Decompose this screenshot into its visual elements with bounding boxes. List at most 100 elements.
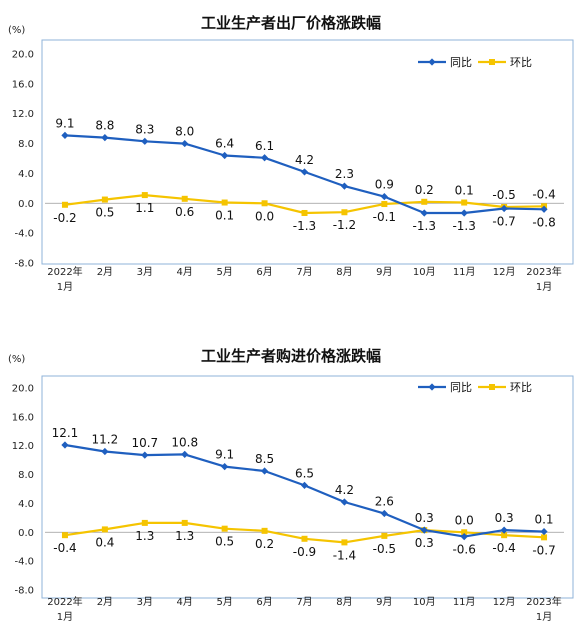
data-label-mom: 0.1 bbox=[455, 184, 474, 198]
data-label-yoy: 2.6 bbox=[375, 495, 394, 509]
data-point-mom bbox=[141, 519, 148, 526]
data-point-mom bbox=[301, 535, 308, 542]
data-label-yoy: 0.1 bbox=[534, 513, 553, 527]
x-tick-label: 2023年 bbox=[526, 265, 561, 278]
y-tick-label: 0.0 bbox=[18, 199, 34, 210]
data-label-mom: -1.3 bbox=[293, 219, 316, 233]
chart-title: 工业生产者购进价格涨跌幅 bbox=[201, 347, 381, 365]
data-point-yoy bbox=[540, 205, 548, 213]
data-label-mom: 1.1 bbox=[135, 201, 154, 215]
data-point-mom bbox=[61, 201, 68, 208]
data-label-mom: -1.2 bbox=[333, 218, 356, 232]
data-label-mom: -0.5 bbox=[373, 542, 396, 556]
y-tick-label: 20.0 bbox=[12, 50, 34, 61]
x-tick-label: 7月 bbox=[296, 596, 312, 608]
data-label-yoy: 2.3 bbox=[335, 167, 354, 181]
data-point-yoy bbox=[260, 467, 269, 475]
y-unit-label: (%) bbox=[8, 25, 25, 36]
data-point-yoy bbox=[141, 451, 149, 459]
data-label-yoy: 6.5 bbox=[295, 466, 314, 480]
data-label-mom: 0.6 bbox=[175, 205, 194, 219]
x-tick-label: 11月 bbox=[453, 596, 476, 608]
data-point-mom bbox=[421, 198, 428, 205]
x-tick-label-line2: 1月 bbox=[57, 281, 73, 293]
x-tick-label: 9月 bbox=[376, 596, 392, 608]
legend-marker bbox=[489, 384, 495, 390]
y-tick-label: 12.0 bbox=[12, 109, 34, 120]
data-label-yoy: 0.3 bbox=[415, 511, 434, 525]
data-label-yoy: 9.1 bbox=[215, 448, 234, 462]
data-label-yoy: -0.6 bbox=[452, 543, 475, 557]
data-label-mom: 0.0 bbox=[455, 513, 474, 527]
x-tick-label: 2月 bbox=[97, 266, 113, 278]
x-tick-label: 2月 bbox=[97, 596, 113, 608]
data-label-mom: 0.2 bbox=[415, 183, 434, 197]
data-label-mom: -1.4 bbox=[333, 548, 356, 562]
data-point-yoy bbox=[380, 509, 388, 518]
x-tick-label: 4月 bbox=[177, 266, 193, 278]
y-tick-label: 16.0 bbox=[12, 79, 34, 90]
data-point-yoy bbox=[61, 441, 69, 449]
legend-marker bbox=[489, 59, 495, 65]
y-tick-label: -8.0 bbox=[14, 259, 34, 270]
x-tick-label-line2: 1月 bbox=[536, 611, 552, 623]
data-label-mom: 0.3 bbox=[415, 536, 434, 550]
legend-marker bbox=[428, 58, 436, 66]
data-label-mom: 0.4 bbox=[95, 535, 114, 549]
data-label-mom: -0.5 bbox=[492, 188, 515, 202]
data-label-yoy: -0.7 bbox=[492, 215, 515, 229]
data-point-yoy bbox=[540, 527, 548, 536]
data-point-mom bbox=[501, 532, 508, 539]
y-tick-label: -4.0 bbox=[14, 229, 34, 240]
data-point-mom bbox=[261, 527, 268, 534]
y-tick-label: 8.0 bbox=[18, 139, 34, 150]
legend: 同比 环比 bbox=[418, 56, 532, 69]
data-point-mom bbox=[181, 519, 188, 526]
data-point-yoy bbox=[101, 134, 109, 142]
data-label-yoy: 0.9 bbox=[375, 178, 394, 192]
data-label-yoy: 8.3 bbox=[135, 122, 154, 136]
data-point-yoy bbox=[460, 533, 468, 541]
y-tick-label: -8.0 bbox=[14, 586, 34, 597]
data-point-yoy bbox=[340, 182, 349, 190]
legend-label: 环比 bbox=[510, 56, 532, 69]
data-point-mom bbox=[261, 200, 268, 207]
data-label-mom: 0.5 bbox=[215, 535, 234, 549]
x-tick-label: 8月 bbox=[336, 266, 352, 278]
x-tick-label: 10月 bbox=[413, 596, 436, 608]
data-point-yoy bbox=[420, 209, 428, 217]
y-tick-label: 12.0 bbox=[12, 441, 34, 452]
data-label-mom: -0.7 bbox=[532, 543, 555, 557]
plot-frame bbox=[41, 39, 574, 265]
x-tick-label: 2022年 bbox=[47, 595, 82, 608]
data-label-yoy: -0.8 bbox=[532, 215, 555, 229]
chart-title: 工业生产者出厂价格涨跌幅 bbox=[201, 14, 381, 32]
x-tick-label: 5月 bbox=[216, 596, 232, 608]
data-label-yoy: 9.1 bbox=[55, 116, 74, 130]
data-point-yoy bbox=[380, 192, 388, 201]
y-tick-label: -4.0 bbox=[14, 557, 34, 568]
data-point-mom bbox=[381, 201, 388, 208]
data-label-yoy: 8.0 bbox=[175, 125, 194, 139]
data-point-yoy bbox=[420, 526, 428, 534]
data-point-mom bbox=[221, 525, 228, 532]
data-point-mom bbox=[381, 532, 388, 539]
data-point-yoy bbox=[181, 139, 189, 148]
y-tick-label: 0.0 bbox=[18, 528, 34, 539]
data-label-mom: -0.2 bbox=[53, 211, 76, 225]
y-tick-label: 4.0 bbox=[18, 169, 34, 180]
data-label-mom: -0.9 bbox=[293, 545, 316, 559]
data-point-mom bbox=[221, 199, 228, 206]
data-label-mom: -0.1 bbox=[373, 210, 396, 224]
data-label-yoy: 12.1 bbox=[52, 426, 79, 440]
data-point-yoy bbox=[460, 209, 468, 217]
data-label-mom: 0.5 bbox=[95, 206, 114, 220]
data-label-yoy: 6.4 bbox=[215, 137, 234, 151]
data-point-yoy bbox=[300, 481, 309, 489]
plot-frame bbox=[41, 375, 574, 599]
y-tick-label: 16.0 bbox=[12, 412, 34, 423]
data-label-mom: 0.1 bbox=[215, 209, 234, 223]
x-tick-label: 11月 bbox=[453, 266, 476, 278]
data-label-yoy: 10.8 bbox=[171, 435, 198, 449]
